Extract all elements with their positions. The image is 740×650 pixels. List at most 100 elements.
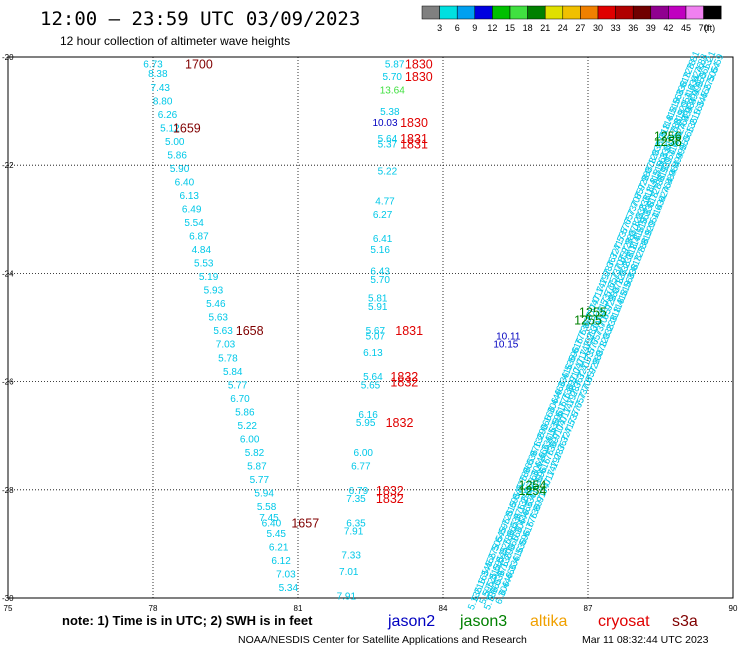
mission-s3a: s3a bbox=[672, 613, 698, 630]
colorbar-label: 39 bbox=[646, 23, 656, 33]
wave-height-label: 5.90 bbox=[170, 164, 190, 175]
wave-height-label: 6.77 bbox=[351, 461, 371, 472]
wave-height-label: 6.16 bbox=[358, 410, 378, 421]
colorbar-swatch bbox=[544, 5, 564, 20]
wave-height-label: 6.35 bbox=[346, 518, 366, 529]
wave-height-label: 5.84 bbox=[223, 367, 243, 378]
wave-height-label: 6.79 bbox=[349, 486, 369, 497]
wave-height-label: 5.77 bbox=[250, 475, 270, 486]
wave-height-label: 6.49 bbox=[182, 204, 202, 215]
wave-height-label: 5.63 bbox=[213, 326, 233, 337]
wave-height-label: 5.46 bbox=[206, 299, 226, 310]
wave-height-label: 6.40 bbox=[262, 518, 282, 529]
wave-height-label: 6.21 bbox=[269, 543, 289, 554]
wave-height-label: 5.67 bbox=[366, 326, 386, 337]
wave-height-label: 6.40 bbox=[175, 177, 195, 188]
wave-height-label: 6.26 bbox=[158, 110, 178, 121]
wave-height-label: 7.45 bbox=[259, 513, 279, 524]
wave-height-label: 5.65 bbox=[361, 380, 381, 391]
colorbar-swatch bbox=[527, 5, 546, 20]
wave-height-label: 5.38 bbox=[380, 107, 400, 118]
wave-height-label: 7.43 bbox=[151, 83, 171, 94]
time-label: 1256 bbox=[654, 135, 682, 149]
y-tick-label: -28 bbox=[2, 486, 14, 495]
time-label: 1254 bbox=[519, 484, 547, 498]
y-tick-label: -22 bbox=[2, 161, 14, 170]
wave-height-label: 5.86 bbox=[167, 150, 187, 161]
wave-height-label: 6.70 bbox=[230, 394, 250, 405]
colorbar-swatch bbox=[474, 5, 493, 20]
wave-height-label: 5.94 bbox=[254, 489, 274, 500]
colorbar-swatch bbox=[580, 5, 599, 20]
mission-cryosat: cryosat bbox=[598, 613, 650, 630]
x-tick-label: 90 bbox=[729, 604, 738, 613]
footer-credit: NOAA/NESDIS Center for Satellite Applica… bbox=[238, 634, 527, 646]
x-tick-label: 75 bbox=[4, 604, 13, 613]
wave-height-label: 4.84 bbox=[192, 245, 212, 256]
time-label: 1255 bbox=[579, 305, 607, 319]
wave-height-label: 6.00 bbox=[240, 434, 260, 445]
plot-frame bbox=[7, 56, 734, 599]
wave-height-label: 5.70 bbox=[370, 275, 390, 286]
time-label: 1832 bbox=[386, 416, 414, 430]
time-label: 1830 bbox=[405, 57, 433, 71]
time-label: 1832 bbox=[376, 484, 404, 498]
colorbar-swatch bbox=[439, 5, 458, 20]
colorbar-label: (ft) bbox=[704, 23, 715, 33]
time-label: 1700 bbox=[185, 57, 213, 71]
wave-height-label: 6.87 bbox=[189, 232, 209, 243]
colorbar-label: 3 bbox=[437, 23, 442, 33]
wave-height-label: 7.01 bbox=[339, 567, 359, 578]
wave-height-label: 7.03 bbox=[276, 570, 296, 581]
colorbar-swatch bbox=[562, 5, 581, 20]
footer-timestamp: Mar 11 08:32:44 UTC 2023 bbox=[582, 634, 709, 646]
time-label: 1831 bbox=[400, 138, 428, 152]
wave-height-label: 5.64 bbox=[363, 372, 383, 383]
wave-height-label: 4.77 bbox=[375, 196, 395, 207]
colorbar-label: 15 bbox=[505, 23, 515, 33]
wave-height-label: 5.78 bbox=[218, 353, 238, 364]
wave-height-label: 5.87 bbox=[385, 59, 405, 70]
wave-height-label: 5.93 bbox=[204, 286, 224, 297]
wave-height-label: 5.00 bbox=[165, 137, 185, 148]
wave-height-label: 5.58 bbox=[257, 502, 277, 513]
x-tick-label: 78 bbox=[149, 604, 158, 613]
wave-height-label: 10.11 bbox=[496, 332, 521, 343]
time-label: 1832 bbox=[390, 376, 418, 390]
chart-title: 12:00 — 23:59 UTC 03/09/2023 bbox=[40, 8, 360, 30]
colorbar-swatch bbox=[632, 5, 652, 20]
wave-height-label: 7.91 bbox=[337, 591, 357, 602]
wave-height-label: 5.45 bbox=[267, 529, 287, 540]
wave-height-label: 10.15 bbox=[493, 340, 518, 351]
wave-height-label: 6.12 bbox=[271, 556, 291, 567]
wave-height-label: 6.13 bbox=[180, 191, 200, 202]
y-tick-label: -26 bbox=[2, 378, 14, 387]
colorbar-label: 30 bbox=[593, 23, 603, 33]
colorbar-swatch bbox=[597, 5, 616, 20]
wave-height-label: 5.63 bbox=[209, 313, 229, 324]
wave-height-label: 5.53 bbox=[194, 259, 214, 270]
wave-height-label: 7.03 bbox=[216, 340, 236, 351]
x-tick-label: 84 bbox=[439, 604, 448, 613]
time-label: 1830 bbox=[400, 116, 428, 130]
axis-ticks: 75 78 81 84 87 90 -20 -22 -24 -26 -28 -30 bbox=[2, 53, 738, 613]
colorbar: 3 6 9 12 15 18 21 24 27 30 33 36 39 42 45 70(ft) bbox=[421, 5, 722, 33]
colorbar-label: 33 bbox=[611, 23, 621, 33]
colorbar-label: 27 bbox=[575, 23, 585, 33]
wave-height-label: 5.16 bbox=[370, 245, 390, 256]
colorbar-swatch bbox=[615, 5, 634, 20]
colorbar-label: 36 bbox=[628, 23, 638, 33]
wave-height-label: 5.34 bbox=[279, 583, 299, 594]
grid bbox=[8, 57, 733, 598]
wave-height-label: 5.12 bbox=[160, 123, 180, 134]
time-label: 1658 bbox=[236, 324, 264, 338]
wave-height-label: 13.64 bbox=[380, 85, 405, 96]
mission-altika: altika bbox=[530, 613, 567, 630]
time-label: 1831 bbox=[395, 324, 423, 338]
colorbar-label: 42 bbox=[663, 23, 673, 33]
colorbar-label: 70 bbox=[699, 23, 709, 33]
wave-height-label: 7.35 bbox=[346, 494, 366, 505]
wave-height-label: 5.91 bbox=[368, 302, 388, 313]
time-label: 1830 bbox=[405, 70, 433, 84]
